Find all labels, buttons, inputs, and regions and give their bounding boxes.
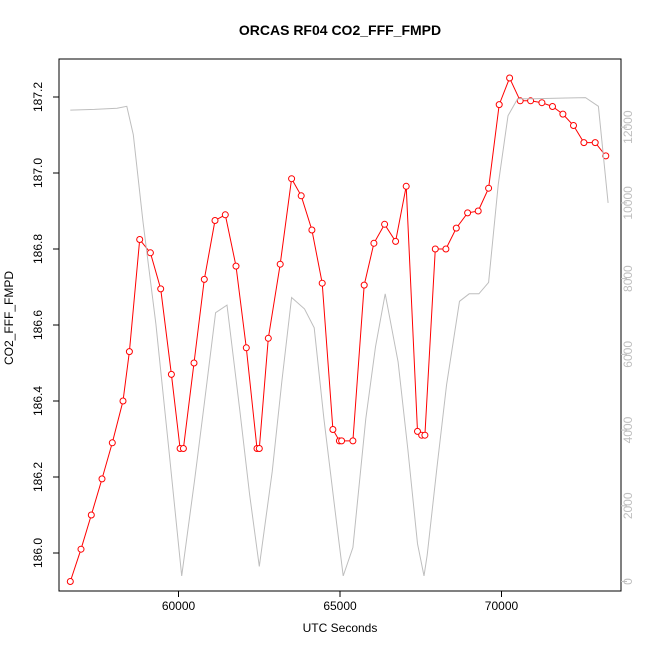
y-tick-label: 186.4: [31, 386, 45, 416]
x-tick-label: 60000: [162, 599, 196, 613]
axis-layer: 60000 65000 70000186.0186.2186.4186.6186.8…: [31, 82, 635, 613]
data-point: [381, 220, 389, 228]
plot-frame: [58, 58, 622, 592]
data-point: [495, 101, 503, 109]
data-point: [190, 359, 198, 367]
data-point: [179, 445, 187, 452]
y2-tick-label: 12000: [621, 110, 635, 144]
series-layer: [66, 74, 610, 585]
series-line-1: [70, 97, 609, 577]
data-point: [318, 279, 326, 287]
data-point: [370, 239, 378, 247]
data-point: [414, 427, 421, 435]
data-point: [108, 439, 116, 447]
data-point: [329, 426, 337, 433]
data-point: [232, 262, 240, 270]
y2-tick-label: 10000: [621, 186, 635, 220]
data-point: [474, 207, 482, 215]
data-point: [119, 397, 127, 405]
data-point: [288, 175, 296, 183]
y-tick-label: 186.6: [31, 310, 45, 340]
data-point: [506, 74, 514, 82]
data-point: [580, 139, 588, 147]
series-line-0: [69, 76, 607, 582]
data-point: [255, 445, 263, 452]
data-point: [125, 348, 133, 356]
data-point: [602, 152, 610, 160]
data-point: [146, 249, 154, 257]
data-point: [136, 236, 144, 243]
data-point: [392, 237, 400, 245]
data-point: [485, 184, 493, 192]
y-tick-label: 187.2: [31, 82, 45, 112]
data-point: [221, 211, 229, 219]
x-tick-label: 70000: [485, 599, 519, 613]
data-point: [200, 275, 208, 283]
y2-tick-label: 4000: [621, 416, 635, 443]
y2-tick-label: 0: [621, 578, 635, 585]
data-point: [591, 139, 599, 147]
data-point: [338, 437, 346, 445]
data-point: [538, 99, 546, 107]
data-point: [570, 122, 577, 129]
data-point: [242, 344, 250, 352]
data-point: [549, 103, 556, 110]
data-point: [402, 182, 410, 190]
y-tick-label: 186.8: [31, 234, 45, 264]
y-tick-label: 186.0: [31, 538, 45, 568]
data-point: [452, 224, 460, 232]
data-point: [264, 334, 272, 342]
chart-title: ORCAS RF04 CO2_FFF_FMPD: [239, 22, 441, 38]
y-tick-label: 187.0: [31, 158, 45, 188]
data-point: [308, 226, 316, 234]
data-point: [77, 545, 85, 553]
data-point: [464, 209, 472, 217]
data-point: [431, 245, 439, 253]
data-point: [157, 285, 165, 293]
data-point: [66, 578, 74, 585]
y2-tick-label: 8000: [621, 265, 635, 292]
data-point: [349, 437, 357, 445]
data-point: [167, 370, 175, 378]
y2-tick-label: 6000: [621, 341, 635, 368]
y-axis-label: CO2_FFF_FMPD: [2, 271, 16, 365]
data-point: [360, 281, 368, 289]
y-tick-label: 186.2: [31, 462, 45, 492]
data-point: [211, 217, 219, 224]
data-point: [87, 511, 95, 519]
data-point: [297, 192, 305, 200]
y2-tick-label: 2000: [621, 492, 635, 519]
data-point: [98, 475, 106, 483]
data-point: [442, 245, 450, 253]
data-point: [421, 431, 429, 439]
data-point: [559, 110, 567, 118]
x-tick-label: 65000: [323, 599, 357, 613]
data-point: [276, 260, 284, 268]
x-axis-label: UTC Seconds: [303, 621, 378, 635]
